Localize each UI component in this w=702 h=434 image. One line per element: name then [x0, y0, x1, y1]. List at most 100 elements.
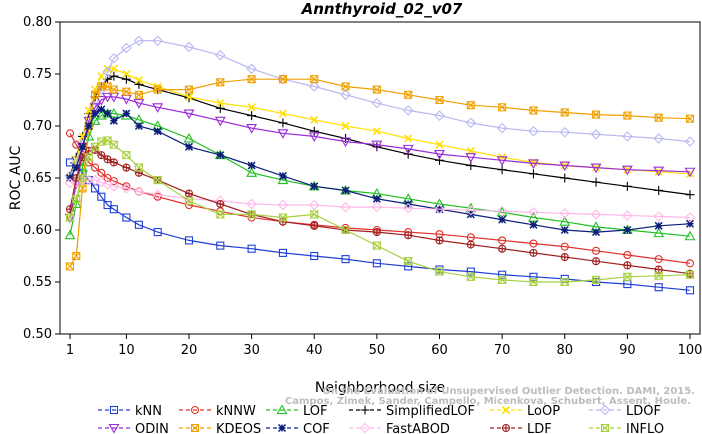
- point-simplifiedlof-40: [309, 126, 319, 136]
- point-odin-35: [277, 129, 289, 139]
- point-knnw-8: [109, 177, 118, 186]
- point-simplifiedlof-70: [497, 165, 507, 175]
- point-fastabod-60: [434, 203, 445, 215]
- point-simplifiedlof-100: [685, 190, 695, 200]
- legend-marker-ldf: [501, 423, 511, 433]
- point-knn-95: [654, 283, 663, 292]
- point-fastabod-45: [340, 201, 351, 213]
- legend-item-simplifiedlof: SimplifiedLOF: [349, 404, 475, 419]
- legend-marker-ldof: [599, 404, 611, 416]
- point-knn-65: [466, 267, 475, 276]
- point-simplifiedlof-12: [134, 79, 144, 89]
- point-cof-35: [278, 171, 287, 180]
- point-ldof-25: [215, 50, 226, 61]
- point-kdeos-95: [654, 113, 663, 122]
- point-kdeos-55: [404, 90, 413, 99]
- point-inflo-3: [77, 173, 88, 183]
- point-inflo-12: [134, 163, 144, 172]
- point-fastabod-7: [102, 178, 113, 190]
- point-ldf-65: [466, 240, 475, 249]
- legend-item-fastabod: FastABOD: [349, 422, 450, 434]
- point-cof-20: [184, 142, 194, 151]
- point-fastabod-30: [246, 198, 257, 210]
- point-lof-30: [246, 167, 258, 177]
- point-ldf-25: [216, 199, 225, 209]
- x-axis: 1 10 20 30 40 50 60 70 80 90 100: [66, 334, 702, 358]
- point-inflo-95: [653, 271, 664, 280]
- point-cof-10: [122, 109, 131, 118]
- point-loop-12: [134, 76, 143, 85]
- point-inflo-75: [528, 277, 539, 287]
- point-kdeos-25: [216, 78, 225, 87]
- point-loop-10: [122, 69, 131, 79]
- point-inflo-30: [246, 210, 257, 219]
- point-ldof-70: [496, 122, 508, 134]
- point-kdeos-85: [592, 110, 601, 119]
- point-kdeos-15: [153, 85, 162, 94]
- series-cof: [65, 105, 695, 237]
- point-fastabod-40: [308, 199, 320, 211]
- series-kdeos: [65, 75, 695, 271]
- series-knnw: [65, 129, 695, 268]
- point-inflo-15: [152, 176, 163, 185]
- point-knn-100: [685, 286, 695, 295]
- point-fastabod-80: [559, 208, 571, 219]
- point-ldof-75: [528, 125, 539, 137]
- point-simplifiedlof-30: [247, 111, 257, 121]
- y-tick-label-0.75: 0.75: [23, 67, 52, 82]
- x-axis-label: Neighborhood size: [315, 380, 445, 396]
- legend-label-loop: LoOP: [527, 404, 560, 419]
- x-tick-label-70: 70: [494, 343, 511, 358]
- point-cof-12: [134, 121, 143, 131]
- point-lof-80: [559, 216, 571, 226]
- point-inflo-25: [215, 210, 226, 219]
- point-cof-80: [560, 225, 569, 235]
- point-ldof-20: [183, 41, 195, 53]
- point-odin-70: [496, 156, 508, 166]
- point-loop-25: [216, 99, 225, 108]
- point-inflo-35: [278, 213, 288, 222]
- point-lof-8: [108, 107, 120, 118]
- point-fastabod-85: [590, 209, 602, 220]
- point-odin-12: [133, 99, 145, 109]
- point-ldof-40: [308, 81, 320, 92]
- legend-item-odin: ODIN: [98, 422, 169, 434]
- legend-label-ldf: LDF: [527, 422, 552, 434]
- x-tick-label-20: 20: [181, 343, 198, 358]
- x-tick-label-1: 1: [66, 343, 74, 358]
- point-odin-85: [590, 163, 602, 174]
- legend-label-cof: COF: [303, 422, 330, 434]
- legend-label-ldof: LDOF: [626, 404, 661, 419]
- point-kdeos-8: [109, 85, 118, 94]
- point-odin-40: [308, 132, 320, 143]
- point-lof-100: [684, 230, 696, 241]
- point-ldof-60: [434, 110, 445, 121]
- point-odin-15: [152, 103, 164, 113]
- point-loop-55: [404, 134, 413, 143]
- point-odin-100: [684, 167, 696, 178]
- series-line-lof: [69, 112, 691, 237]
- point-knnw-70: [498, 236, 507, 245]
- y-tick-label-0.60: 0.60: [23, 223, 52, 238]
- point-knnw-90: [623, 250, 632, 260]
- point-cof-40: [310, 182, 319, 191]
- point-loop-40: [310, 115, 319, 124]
- point-ldf-7: [103, 155, 112, 164]
- point-lof-35: [277, 174, 289, 185]
- point-kdeos-90: [623, 111, 632, 120]
- point-cof-8: [109, 116, 118, 125]
- point-cof-90: [623, 225, 632, 235]
- point-simplifiedlof-80: [560, 173, 570, 183]
- point-lof-1: [64, 229, 76, 240]
- point-inflo-55: [403, 257, 414, 266]
- point-inflo-40: [309, 210, 320, 219]
- point-knnw-5: [91, 163, 100, 172]
- point-knn-45: [341, 255, 350, 264]
- legend: kNN kNNW LOF SimplifiedLOF LoOP LDOF ODIN KDEOS…: [98, 404, 664, 434]
- point-inflo-10: [121, 151, 132, 160]
- point-fastabod-75: [528, 207, 539, 218]
- legend-item-lof: LOF: [266, 404, 328, 419]
- point-cof-15: [153, 127, 162, 136]
- point-knnw-75: [529, 239, 538, 248]
- point-fastabod-90: [622, 210, 633, 221]
